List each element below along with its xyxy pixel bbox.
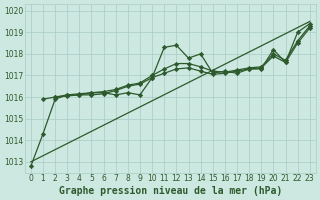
X-axis label: Graphe pression niveau de la mer (hPa): Graphe pression niveau de la mer (hPa) xyxy=(59,186,282,196)
